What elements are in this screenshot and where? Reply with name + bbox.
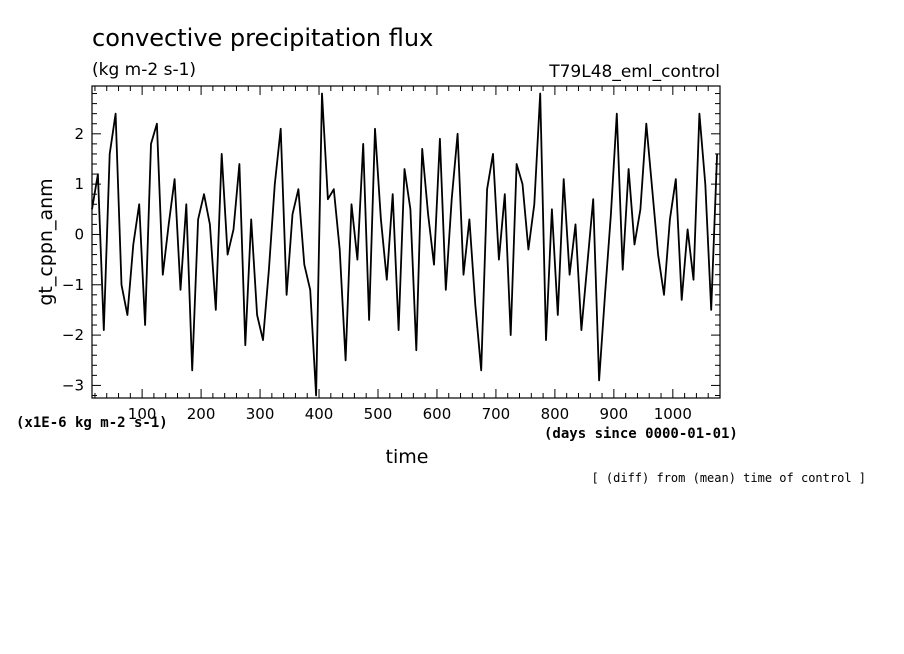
x-axis-label: time xyxy=(386,446,429,468)
plot-frame xyxy=(91,85,721,399)
x-tick-label: 600 xyxy=(423,405,452,423)
x-tick-label: 1000 xyxy=(654,405,692,423)
chart-title: convective precipitation flux xyxy=(92,24,433,52)
y-tick-label: 1 xyxy=(74,175,84,193)
y-tick-label: −3 xyxy=(62,376,84,394)
x-tick-label: 900 xyxy=(600,405,629,423)
y-tick-label: −1 xyxy=(62,276,84,294)
x-tick-label: 100 xyxy=(128,405,157,423)
x-tick-label: 500 xyxy=(364,405,393,423)
x-units-label: (days since 0000-01-01) xyxy=(544,426,738,442)
x-tick-label: 300 xyxy=(246,405,275,423)
y-axis-label: gt_cppn_anm xyxy=(35,178,57,305)
x-tick-label: 800 xyxy=(541,405,570,423)
x-tick-label: 700 xyxy=(482,405,511,423)
y-tick-label: 2 xyxy=(74,125,84,143)
x-tick-label: 200 xyxy=(187,405,216,423)
units-label: (kg m-2 s-1) xyxy=(92,60,196,80)
plot-area: 100 200 300 400 500 600 700 800 900 1000 −3 −2 −1 0 1 2 xyxy=(62,85,721,423)
experiment-label: T79L48_eml_control xyxy=(548,62,720,82)
x-tick-label: 400 xyxy=(305,405,334,423)
y-scale-note: (x1E-6 kg m-2 s-1) xyxy=(16,415,168,431)
series-line xyxy=(91,92,718,397)
footnote: [ (diff) from (mean) time of control ] xyxy=(591,471,866,485)
y-tick-label: −2 xyxy=(62,326,84,344)
y-tick-label: 0 xyxy=(74,225,84,243)
